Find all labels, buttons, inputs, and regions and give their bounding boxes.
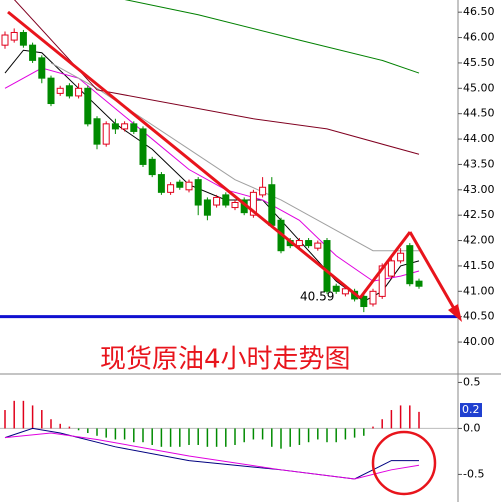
- y-tick-label: 0.0: [463, 421, 481, 434]
- candle-body: [176, 181, 184, 188]
- candle-body: [56, 87, 64, 94]
- y-tick-label: 46.50: [463, 5, 495, 18]
- current-value-box: [460, 403, 482, 418]
- candle-body: [341, 288, 349, 295]
- candle-body: [406, 245, 414, 285]
- candle-body: [203, 199, 211, 216]
- candle-body: [397, 252, 405, 262]
- y-tick-label: -0.5: [463, 467, 484, 480]
- candle-body: [332, 285, 340, 292]
- y-tick-label: 42.50: [463, 208, 495, 221]
- candle-body: [157, 174, 165, 193]
- candle-body: [19, 31, 27, 46]
- y-tick-label: 44.50: [463, 107, 495, 120]
- candle-body: [65, 85, 73, 97]
- candle-body: [185, 181, 193, 191]
- candle-body: [139, 128, 147, 165]
- candle-body: [93, 118, 101, 145]
- candle-body: [75, 87, 83, 97]
- y-tick-label: 43.00: [463, 183, 495, 196]
- axes: 46.50 46.00 45.50 45.00 44.50 44.00 43.50 43.00…: [458, 5, 495, 480]
- macd-line: [4, 427, 419, 480]
- candle-body: [415, 280, 423, 287]
- candle-body: [295, 240, 303, 247]
- candle-body: [222, 194, 230, 206]
- y-tick-label: 45.50: [463, 56, 495, 69]
- macd-line: [4, 432, 420, 480]
- candle-body: [29, 44, 37, 61]
- candle-body: [130, 123, 138, 132]
- candle-body: [167, 184, 175, 193]
- candle-body: [360, 295, 368, 308]
- candle-body: [194, 179, 202, 206]
- candle-body: [249, 191, 257, 216]
- candle-body: [111, 123, 119, 130]
- candle-body: [121, 123, 129, 130]
- highlight-circle: [371, 430, 437, 496]
- y-tick-label: 43.50: [463, 157, 495, 170]
- candle-body: [323, 240, 331, 292]
- candle-body: [268, 184, 276, 226]
- y-tick-label: 45.00: [463, 81, 495, 94]
- trend-annotations: [7, 10, 462, 496]
- y-tick-label: 41.50: [463, 259, 495, 272]
- low-annotation: 40.59: [300, 290, 334, 304]
- chart-title: 现货原油4小时走势图: [100, 345, 351, 375]
- candle-body: [259, 186, 267, 196]
- candle-body: [38, 57, 46, 79]
- y-tick-label: 42.00: [463, 234, 495, 247]
- candle-body: [231, 201, 239, 209]
- y-tick-label: 46.00: [463, 31, 495, 44]
- y-tick-label: 40.00: [463, 335, 495, 348]
- candle-body: [102, 123, 110, 145]
- forecast-arrowhead: [448, 304, 462, 322]
- moving-average: [13, 0, 420, 155]
- moving-average: [124, 0, 420, 74]
- y-tick-label: 0.5: [463, 375, 481, 388]
- y-tick-label: 44.00: [463, 132, 495, 145]
- macd-panel: [0, 400, 458, 480]
- candle-body: [84, 87, 92, 125]
- candle-body: [378, 265, 386, 297]
- candle-body: [213, 196, 221, 206]
- rebound-line: [358, 231, 412, 299]
- candle-body: [1, 34, 9, 46]
- candle-body: [10, 31, 18, 41]
- y-tick-label: 40.50: [463, 310, 495, 323]
- forecast-line: [408, 231, 458, 313]
- candle-body: [387, 260, 395, 277]
- candle-body: [314, 242, 322, 249]
- downtrend-line: [7, 10, 361, 300]
- candle-body: [148, 158, 156, 176]
- y-tick-label: 41.00: [463, 284, 495, 297]
- candle-body: [369, 290, 377, 305]
- candle-body: [305, 240, 313, 247]
- candle-body: [47, 77, 55, 105]
- current-value-label: 0.2: [462, 403, 480, 416]
